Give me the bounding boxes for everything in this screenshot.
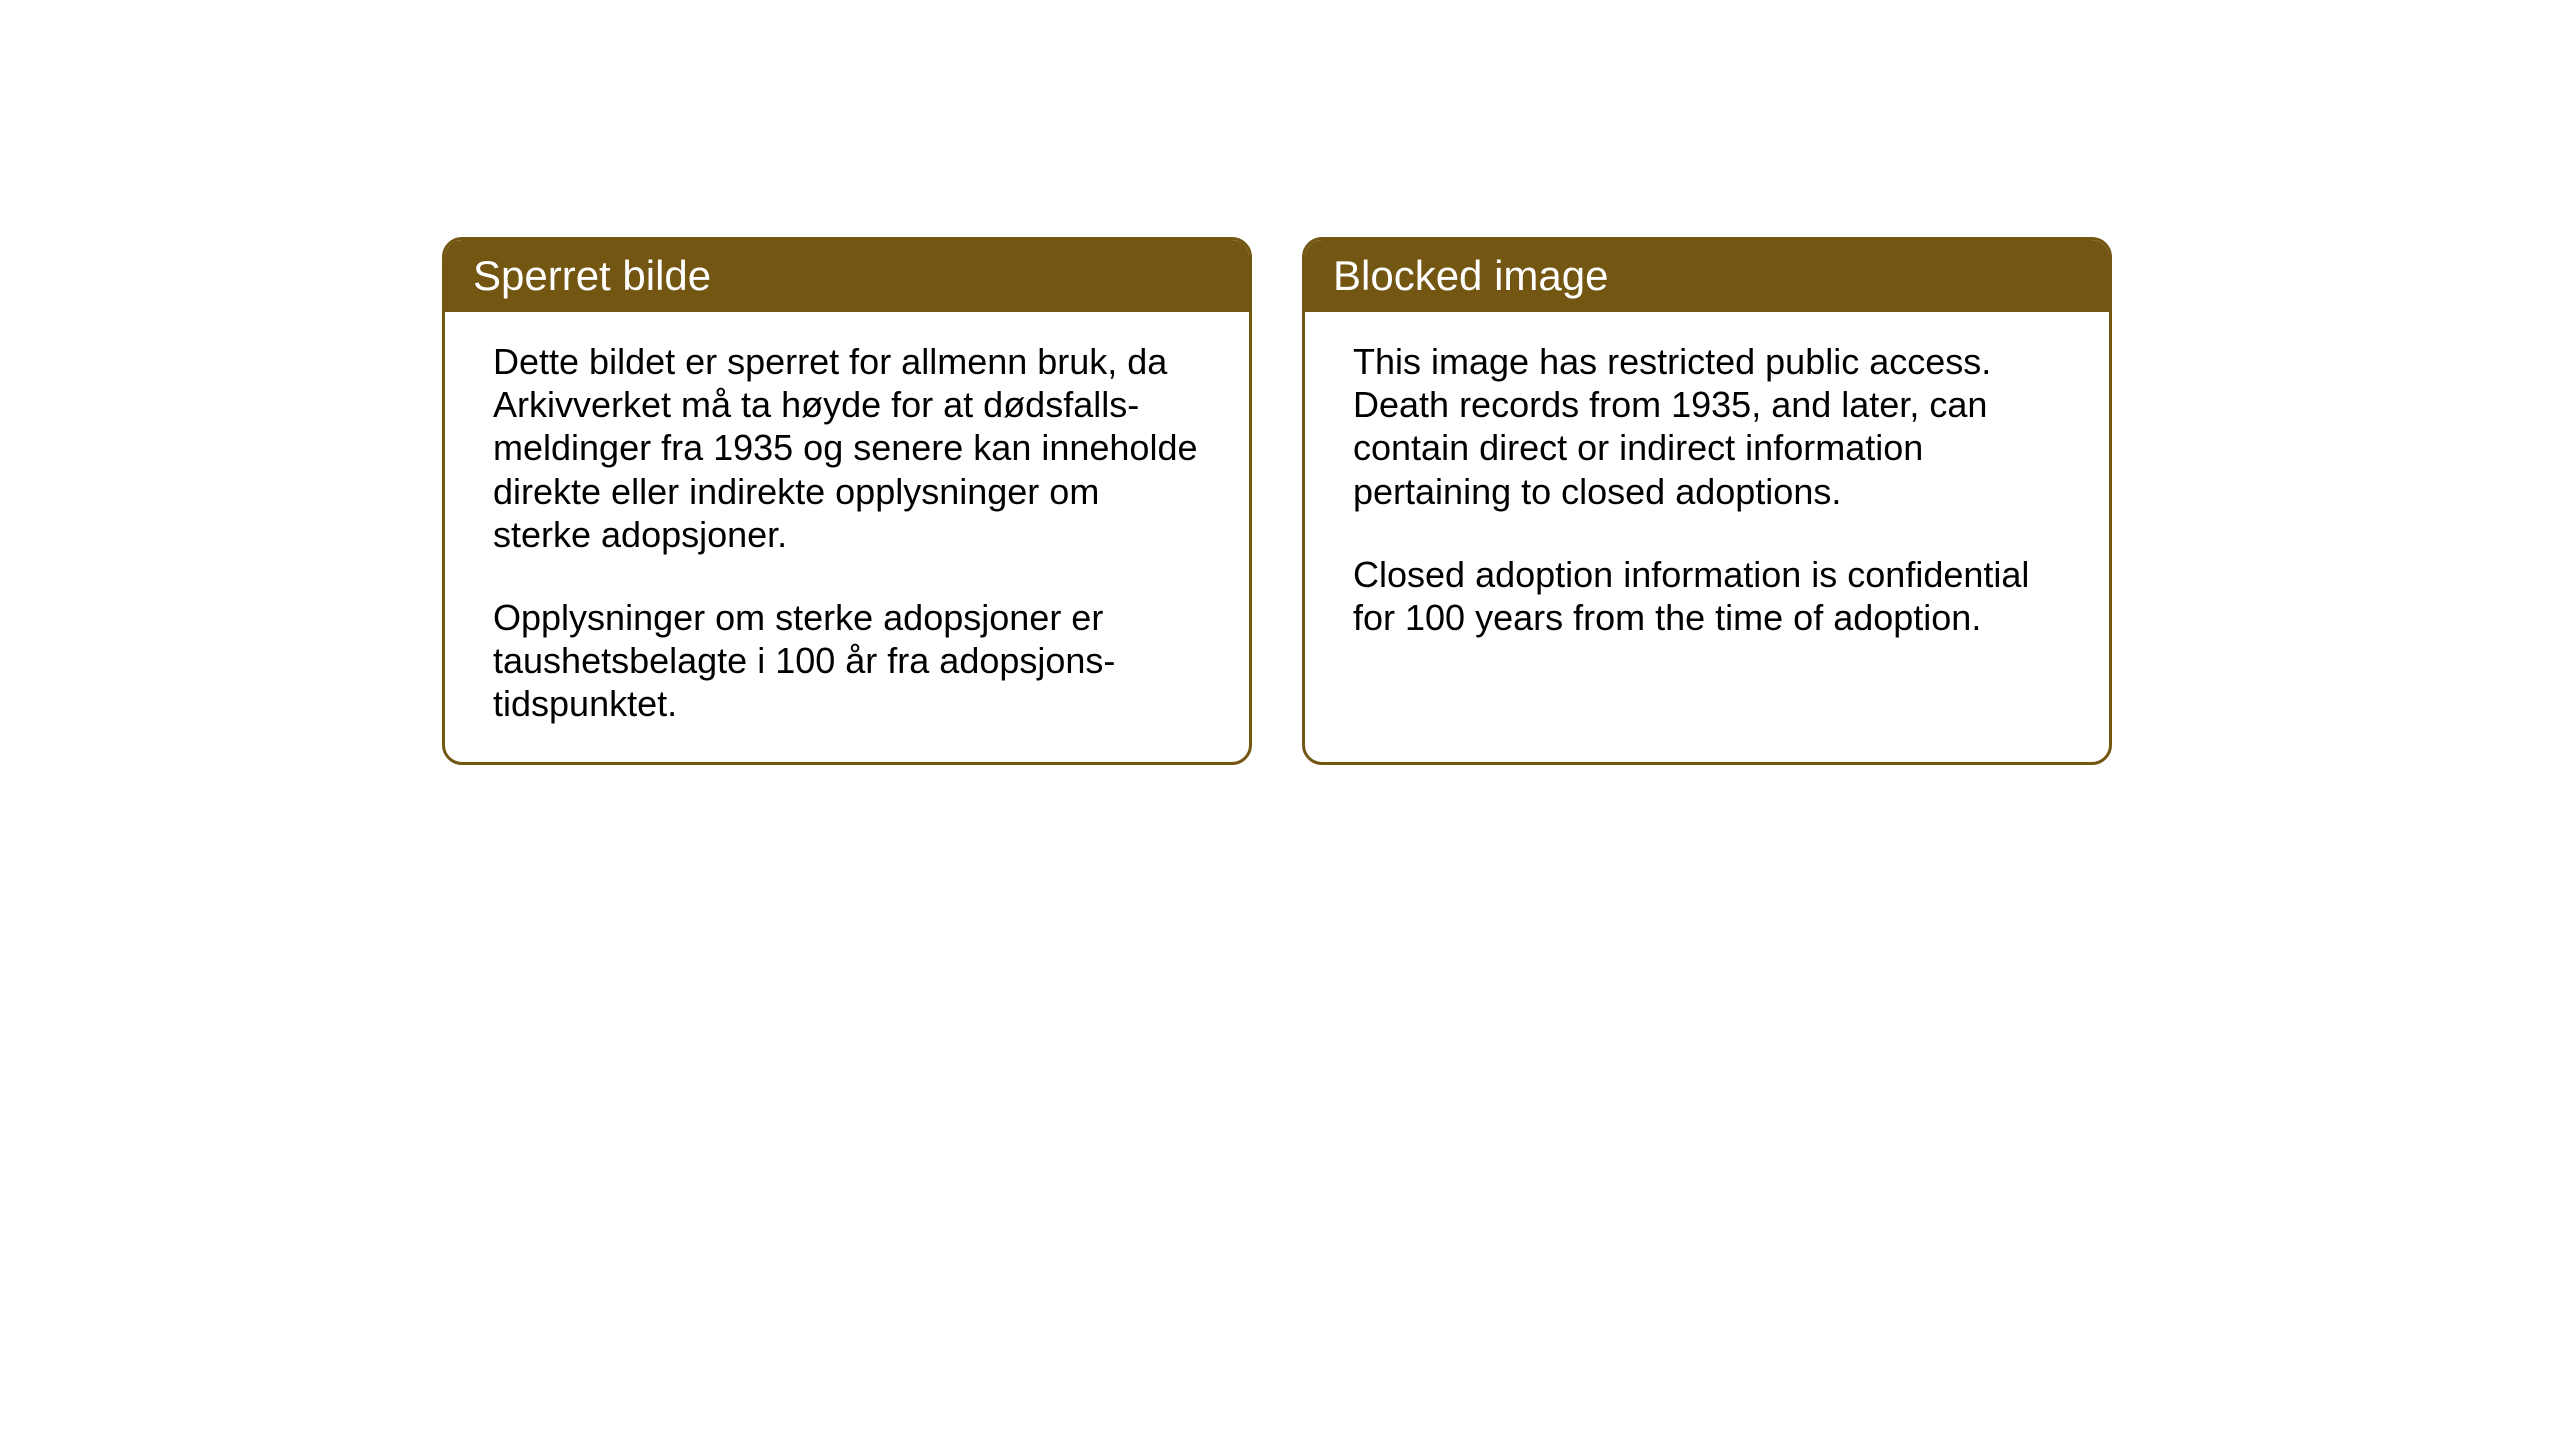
card-title-norwegian: Sperret bilde	[473, 252, 711, 299]
card-paragraph-english-2: Closed adoption information is confident…	[1353, 553, 2061, 639]
card-paragraph-norwegian-1: Dette bildet er sperret for allmenn bruk…	[493, 340, 1201, 556]
card-header-norwegian: Sperret bilde	[445, 240, 1249, 312]
cards-container: Sperret bilde Dette bildet er sperret fo…	[442, 237, 2112, 765]
card-header-english: Blocked image	[1305, 240, 2109, 312]
card-title-english: Blocked image	[1333, 252, 1608, 299]
card-english: Blocked image This image has restricted …	[1302, 237, 2112, 765]
card-body-english: This image has restricted public access.…	[1305, 312, 2109, 732]
card-norwegian: Sperret bilde Dette bildet er sperret fo…	[442, 237, 1252, 765]
card-body-norwegian: Dette bildet er sperret for allmenn bruk…	[445, 312, 1249, 762]
card-paragraph-english-1: This image has restricted public access.…	[1353, 340, 2061, 513]
card-paragraph-norwegian-2: Opplysninger om sterke adopsjoner er tau…	[493, 596, 1201, 726]
